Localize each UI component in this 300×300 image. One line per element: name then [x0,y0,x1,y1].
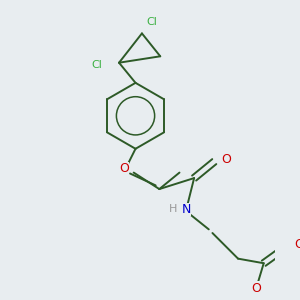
Text: H: H [169,204,178,214]
Text: O: O [294,238,300,251]
Text: O: O [222,153,232,166]
Text: N: N [182,203,191,216]
Text: O: O [251,282,261,296]
Text: Cl: Cl [92,59,103,70]
Text: Cl: Cl [146,17,158,27]
Text: O: O [120,162,130,176]
